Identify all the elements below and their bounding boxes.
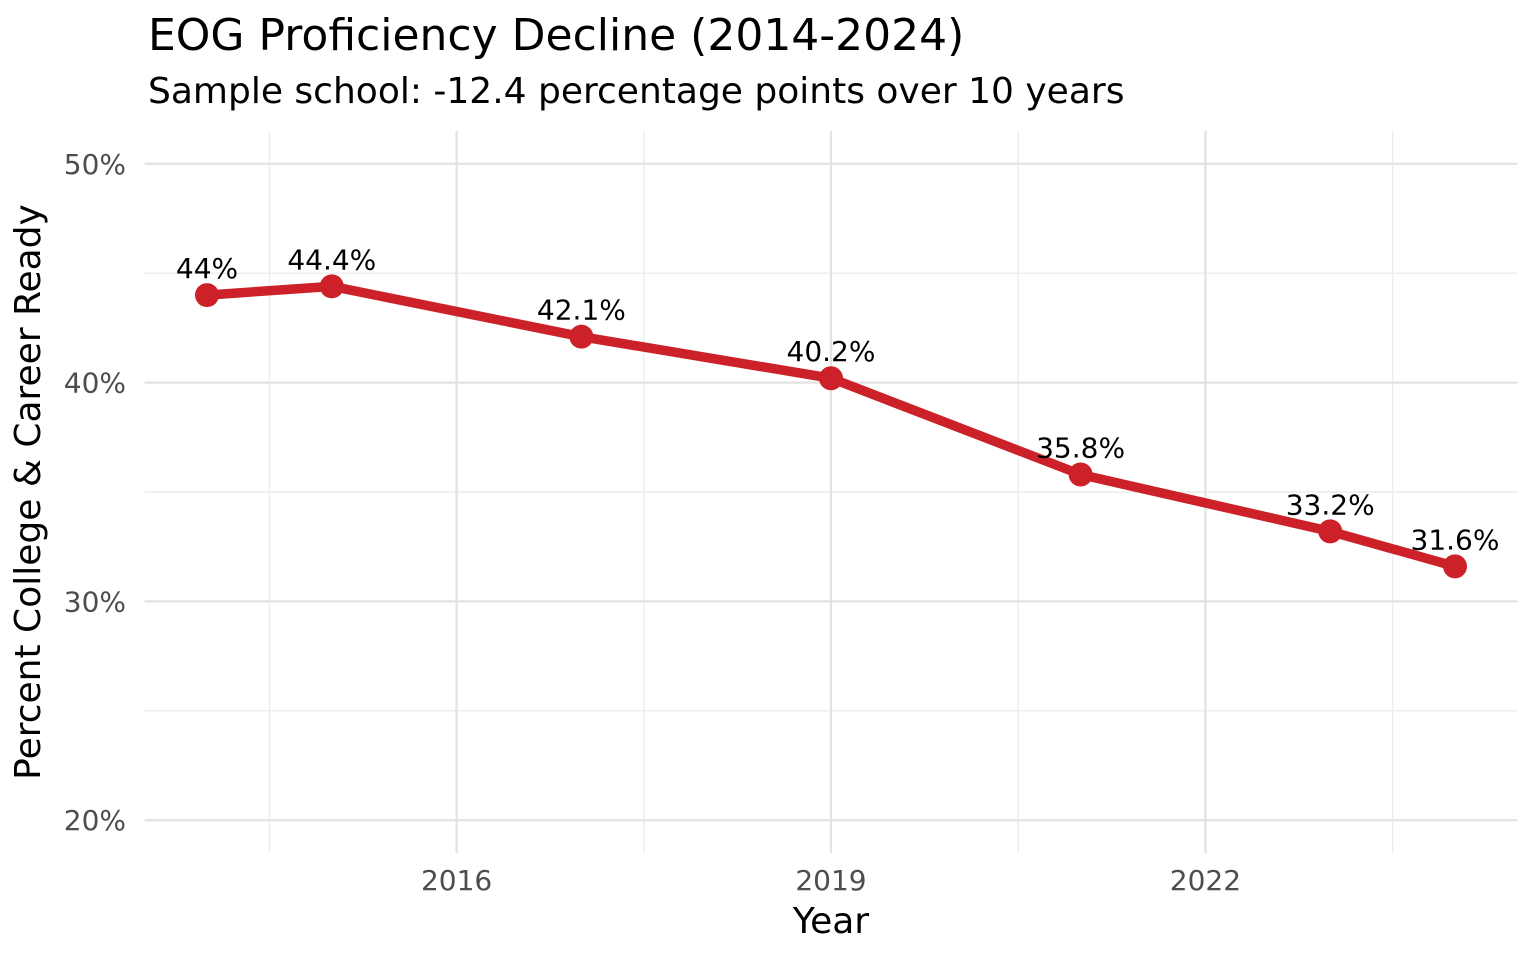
data-point [1318,519,1343,544]
axis-tick-labels: 20% 30% 40% 50% 2016 2019 2022 [64,148,1241,897]
point-label: 44.4% [287,243,376,276]
x-axis-title: Year [792,901,869,942]
point-label: 44% [176,252,238,285]
data-point [195,283,219,308]
y-tick-label: 30% [64,585,126,618]
data-point [319,274,344,299]
y-tick-label: 50% [64,148,126,181]
point-label: 33.2% [1286,488,1375,521]
chart-subtitle: Sample school: -12.4 percentage points o… [148,71,1124,112]
data-point [1443,554,1467,579]
y-axis-title: Percent College & Career Ready [8,204,49,780]
x-tick-label: 2019 [795,864,866,897]
x-tick-label: 2022 [1170,864,1241,897]
x-tick-label: 2016 [421,864,492,897]
point-label: 42.1% [537,294,626,327]
data-series [195,274,1467,579]
y-tick-label: 20% [64,804,126,837]
data-point [569,324,594,349]
y-tick-label: 40% [64,367,126,400]
data-point [819,366,843,391]
point-label: 35.8% [1036,431,1125,464]
point-label: 40.2% [787,335,876,368]
chart-title: EOG Proficiency Decline (2014-2024) [148,10,964,61]
point-label: 31.6% [1411,523,1500,556]
data-point [1068,462,1093,487]
point-labels: 44% 44.4% 42.1% 40.2% 35.8% 33.2% 31.6% [176,243,1500,556]
